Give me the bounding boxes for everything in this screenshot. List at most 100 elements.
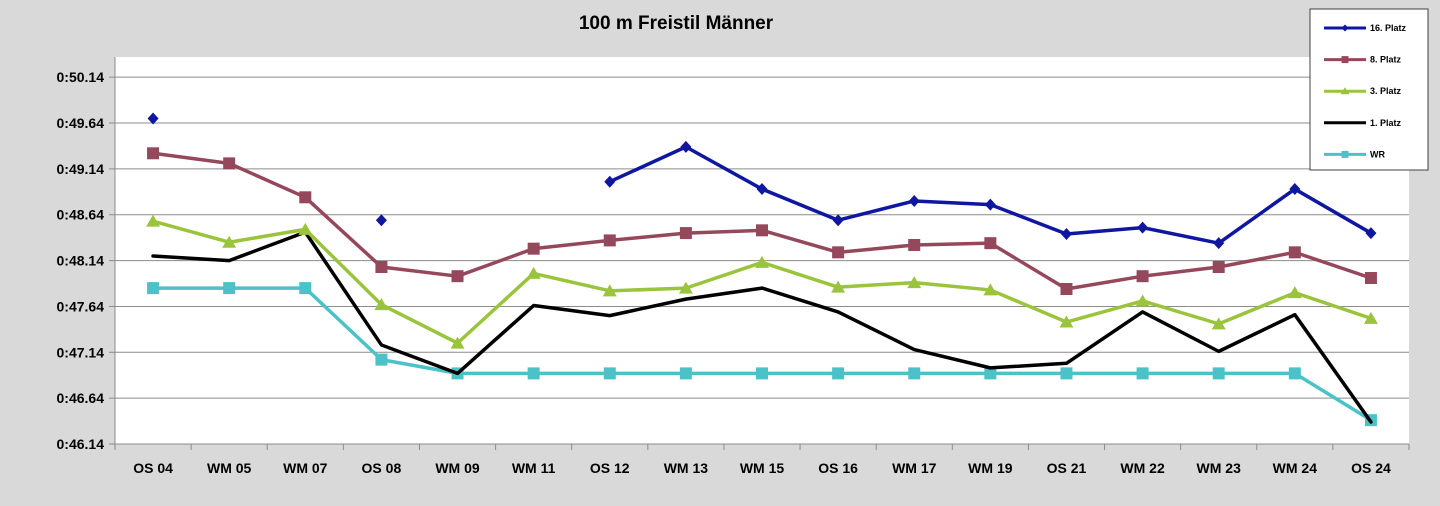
y-tick-label: 0:48.14 — [57, 253, 105, 269]
data-point — [680, 140, 692, 153]
data-point — [908, 194, 920, 207]
series-4 — [147, 282, 1377, 427]
data-point — [908, 367, 921, 380]
data-point — [679, 367, 692, 380]
data-point — [1212, 261, 1225, 274]
legend-item: 8. Platz — [1324, 55, 1402, 65]
data-point — [1213, 237, 1225, 250]
data-point — [907, 276, 922, 289]
y-tick-label: 0:49.64 — [57, 115, 105, 131]
legend-box — [1309, 8, 1429, 171]
data-point — [1287, 286, 1302, 299]
data-point — [832, 246, 845, 259]
series-0 — [147, 112, 1377, 250]
legend: 16. Platz 8. Platz 3. Platz 1. Platz WR — [1309, 8, 1429, 171]
x-tick-label: WM 07 — [283, 460, 328, 476]
data-point — [299, 191, 312, 204]
y-tick-label: 0:50.14 — [57, 69, 105, 85]
data-point — [1212, 367, 1225, 380]
data-point — [831, 280, 846, 293]
legend-label: 16. Platz — [1370, 23, 1407, 33]
data-point — [1365, 227, 1377, 240]
chart-title: 100 m Freistil Männer — [579, 13, 774, 34]
data-point — [527, 367, 540, 380]
legend-swatch-marker — [1341, 24, 1349, 32]
data-point — [1137, 221, 1149, 234]
data-point — [603, 234, 616, 247]
x-tick-label: OS 08 — [362, 460, 402, 476]
data-point — [299, 282, 312, 295]
data-point — [602, 284, 617, 297]
series-1 — [147, 147, 1377, 296]
x-tick-label: WM 24 — [1273, 460, 1318, 476]
x-tick-label: WM 05 — [207, 460, 252, 476]
data-point — [298, 222, 313, 235]
data-point — [146, 214, 161, 227]
x-tick-label: OS 12 — [590, 460, 630, 476]
data-point — [1059, 315, 1074, 328]
y-tick-label: 0:48.64 — [57, 207, 105, 223]
data-point — [147, 282, 160, 295]
data-point — [1288, 246, 1301, 259]
data-point — [984, 237, 997, 250]
x-tick-label: WM 23 — [1197, 460, 1242, 476]
data-point — [223, 157, 236, 170]
data-point — [147, 112, 159, 125]
x-tick-label: WM 09 — [435, 460, 480, 476]
data-point — [1288, 367, 1301, 380]
x-tick-label: WM 19 — [968, 460, 1013, 476]
y-tick-label: 0:46.64 — [57, 390, 105, 406]
x-tick-label: WM 13 — [664, 460, 709, 476]
legend-label: WR — [1370, 149, 1385, 159]
data-point — [604, 175, 616, 188]
axes: 0:46.14 0:46.64 0:47.14 0:47.64 0:48.14 0:48.… — [57, 57, 1410, 476]
y-tick-label: 0:47.14 — [57, 344, 105, 360]
legend-swatch-marker — [1341, 150, 1349, 158]
data-point — [1060, 283, 1073, 296]
data-point — [375, 353, 388, 366]
data-point — [832, 367, 845, 380]
legend-label: 3. Platz — [1370, 86, 1402, 96]
legend-item: 1. Platz — [1324, 118, 1402, 128]
x-tick-label: WM 22 — [1120, 460, 1165, 476]
legend-swatch-marker — [1340, 87, 1350, 95]
legend-item: 3. Platz — [1324, 86, 1402, 96]
data-point — [1136, 367, 1149, 380]
data-point — [1364, 272, 1377, 285]
data-point — [374, 298, 389, 311]
x-tick-label: WM 17 — [892, 460, 937, 476]
y-tick-label: 0:46.14 — [57, 436, 105, 452]
data-point — [451, 270, 464, 283]
data-point — [1211, 317, 1226, 330]
plot-area — [115, 57, 1409, 444]
legend-swatch-marker — [1341, 56, 1349, 64]
y-tick-label: 0:47.64 — [57, 298, 105, 314]
x-tick-label: OS 16 — [818, 460, 858, 476]
data-point — [755, 255, 769, 268]
data-point — [1135, 294, 1150, 307]
x-tick-label: OS 24 — [1351, 460, 1391, 476]
x-tick-label: WM 11 — [512, 460, 556, 476]
data-point — [983, 283, 998, 296]
data-point — [756, 224, 768, 237]
data-point — [375, 261, 388, 274]
data-point — [222, 235, 237, 248]
data-point — [756, 183, 768, 196]
data-point — [984, 198, 996, 211]
x-tick-label: OS 21 — [1047, 460, 1087, 476]
data-point — [679, 227, 692, 240]
data-point — [147, 147, 160, 160]
series-line — [151, 230, 1373, 424]
data-point — [1363, 311, 1378, 324]
series-group — [146, 112, 1378, 427]
y-tick-label: 0:49.14 — [57, 161, 105, 177]
legend-label: 8. Platz — [1370, 55, 1402, 65]
data-point — [984, 367, 997, 380]
data-point — [1289, 183, 1301, 196]
data-point — [450, 336, 465, 349]
x-tick-label: OS 04 — [133, 460, 173, 476]
legend-label: 1. Platz — [1370, 118, 1402, 128]
data-point — [756, 367, 768, 380]
series-3 — [151, 230, 1373, 424]
data-point — [678, 281, 693, 294]
